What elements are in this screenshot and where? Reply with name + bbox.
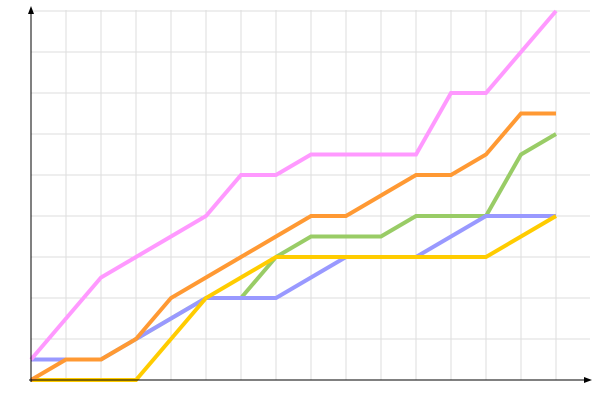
y-axis-arrow [28,6,34,14]
series-line-1 [31,132,558,362]
series-lines [29,9,558,382]
x-axis-arrow [584,377,592,383]
series-line-4 [29,111,556,382]
series-line-5 [29,9,558,361]
series-line-2 [31,214,556,362]
grid [30,10,590,381]
